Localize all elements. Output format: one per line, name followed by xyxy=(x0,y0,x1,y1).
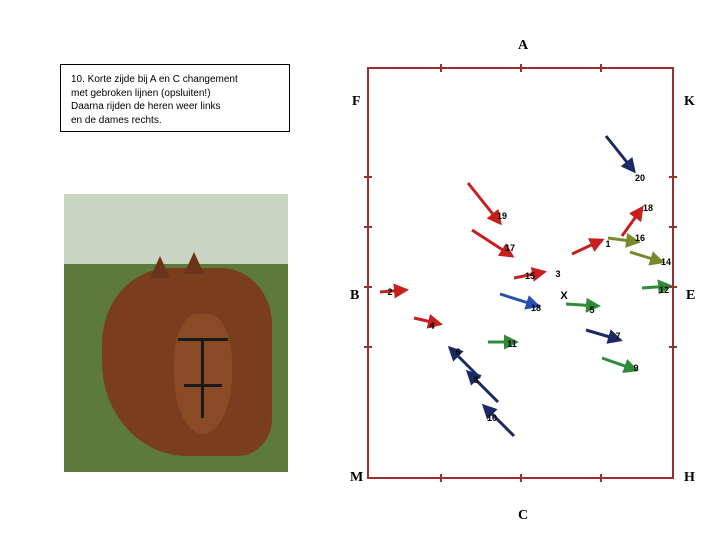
movement-number: 5 xyxy=(589,305,594,315)
arena-center-x: X xyxy=(560,290,567,302)
arena-letter-C: C xyxy=(518,508,528,524)
movement-number: 17 xyxy=(505,243,515,253)
arrow-a20 xyxy=(606,136,634,171)
arrow-a1 xyxy=(572,240,602,254)
movement-number: 2 xyxy=(387,287,392,297)
arena-diagram: AFKBEMHC2019181711614153212185411769810X xyxy=(340,28,705,518)
movement-number: 18 xyxy=(531,303,541,313)
arena-tick xyxy=(364,346,372,348)
movement-number: 19 xyxy=(497,211,507,221)
movement-number: 20 xyxy=(635,173,645,183)
instruction-line: en de dames rechts. xyxy=(71,114,279,128)
arrow-a18-up xyxy=(622,208,642,236)
movement-number: 12 xyxy=(659,285,669,295)
movement-number: 18 xyxy=(643,203,653,213)
arena-letter-M: M xyxy=(350,470,363,486)
arena-letter-E: E xyxy=(686,288,695,304)
movement-number: 7 xyxy=(615,331,620,341)
movement-number: 9 xyxy=(633,363,638,373)
photo-sky xyxy=(64,194,288,264)
movement-number: 6 xyxy=(455,347,460,357)
arrow-a19 xyxy=(468,183,500,223)
arrow-a14 xyxy=(630,252,662,262)
movement-number: 1 xyxy=(605,239,610,249)
arena-letter-H: H xyxy=(684,470,695,486)
instruction-line: 10. Korte zijde bij A en C changement xyxy=(71,73,279,87)
arena-tick xyxy=(669,346,677,348)
movement-number: 4 xyxy=(429,321,434,331)
arena-tick xyxy=(364,286,372,288)
arena-tick xyxy=(364,176,372,178)
arrow-a4 xyxy=(414,318,440,324)
arena-svg xyxy=(340,28,705,518)
arena-letter-F: F xyxy=(352,94,361,110)
arrow-a2 xyxy=(380,290,406,292)
arena-tick xyxy=(600,474,602,482)
instruction-line: Daarna rijden de heren weer links xyxy=(71,100,279,114)
movement-number: 14 xyxy=(661,257,671,267)
arena-letter-B: B xyxy=(350,288,359,304)
arena-tick xyxy=(520,474,522,482)
movement-number: 3 xyxy=(555,269,560,279)
arena-tick xyxy=(440,474,442,482)
movement-number: 11 xyxy=(507,339,517,349)
arena-tick xyxy=(600,64,602,72)
horse-ear-left xyxy=(150,256,170,278)
movement-number: 8 xyxy=(473,375,478,385)
arena-tick xyxy=(669,176,677,178)
arrow-a16 xyxy=(608,238,638,242)
arrow-a9 xyxy=(602,358,636,370)
arena-letter-K: K xyxy=(684,94,695,110)
movement-number: 15 xyxy=(525,271,535,281)
bridle-strap-3 xyxy=(201,338,204,418)
horse-ear-right xyxy=(184,252,204,274)
arena-tick xyxy=(440,64,442,72)
movement-number: 10 xyxy=(487,413,497,423)
arena-tick xyxy=(364,226,372,228)
arena-tick xyxy=(669,286,677,288)
arena-tick xyxy=(669,226,677,228)
instruction-line: met gebroken lijnen (opsluiten!) xyxy=(71,87,279,101)
movement-number: 16 xyxy=(635,233,645,243)
horse-photo xyxy=(64,194,288,472)
instruction-box: 10. Korte zijde bij A en C changement me… xyxy=(60,64,290,132)
arena-letter-A: A xyxy=(518,38,528,54)
arena-tick xyxy=(520,64,522,72)
